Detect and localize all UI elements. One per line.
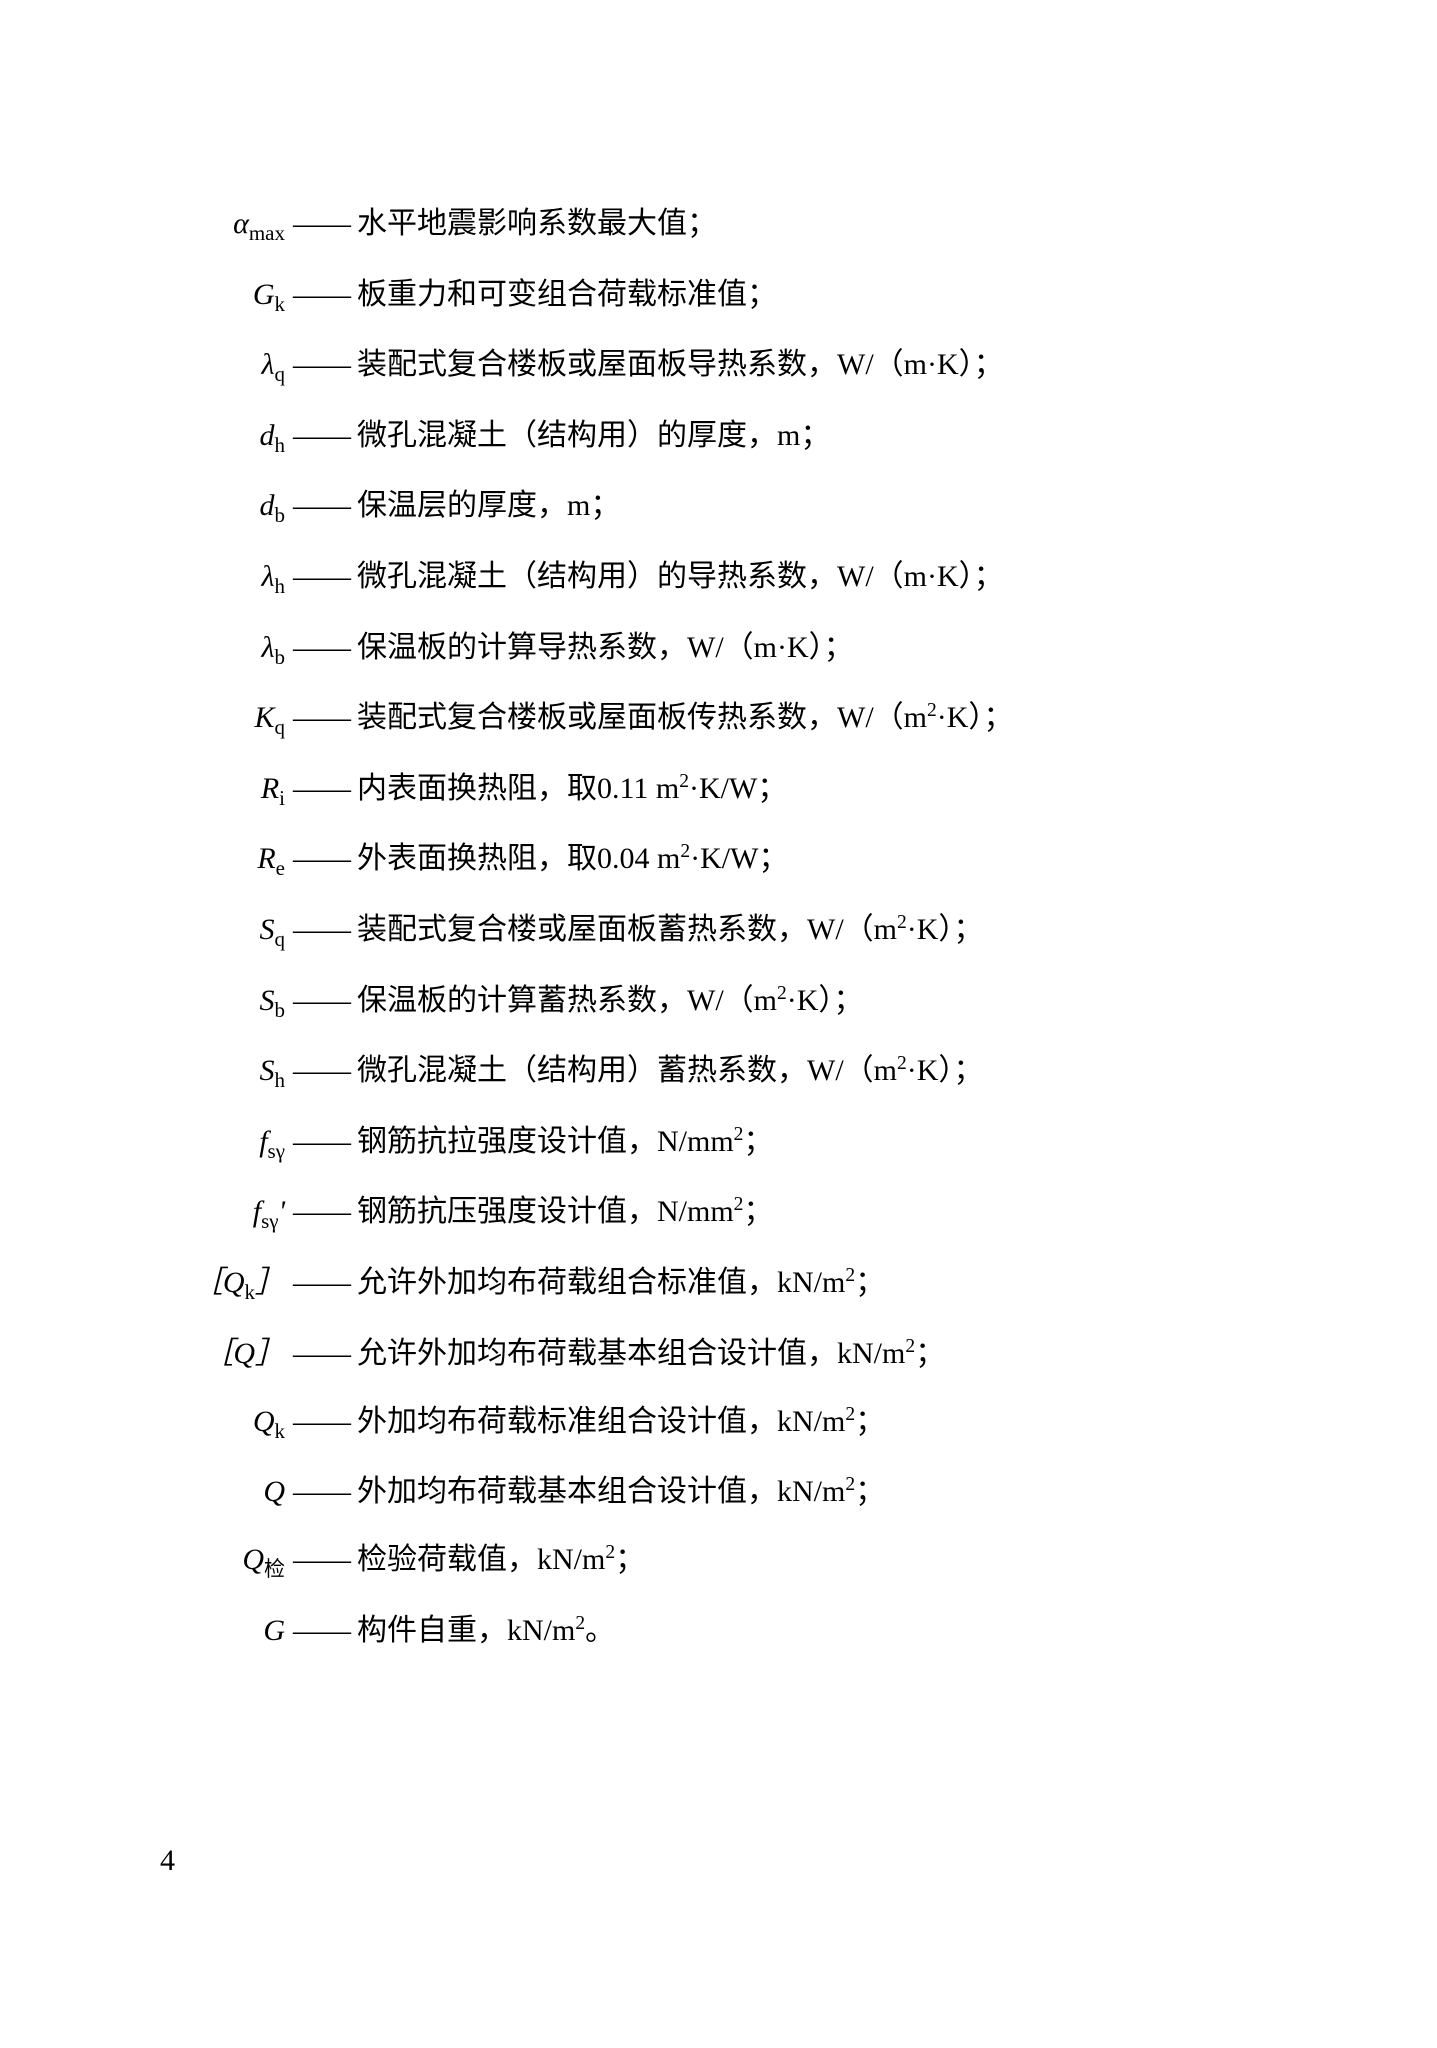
definition-dash: —— xyxy=(285,1047,357,1095)
definition-description: 允许外加均布荷载基本组合设计值，kN/m2； xyxy=(357,1330,1317,1378)
definition-row: Qk——外加均布荷载标准组合设计值，kN/m2； xyxy=(150,1398,1317,1449)
definition-symbol: fsγ xyxy=(150,1118,285,1169)
definition-dash: —— xyxy=(285,1536,357,1584)
definition-row: λh——微孔混凝土（结构用）的导热系数，W/（m·K）； xyxy=(150,553,1317,604)
definition-symbol: ［Qk］ xyxy=(150,1259,285,1310)
definition-symbol: db xyxy=(150,482,285,533)
definition-description: 允许外加均布荷载组合标准值，kN/m2； xyxy=(357,1259,1317,1307)
definition-dash: —— xyxy=(285,977,357,1025)
definition-symbol: Re xyxy=(150,835,285,886)
definition-dash: —— xyxy=(285,624,357,672)
definition-row: Kq——装配式复合楼板或屋面板传热系数，W/（m2·K）； xyxy=(150,694,1317,745)
definition-symbol: λb xyxy=(150,624,285,675)
definition-description: 构件自重，kN/m2。 xyxy=(357,1607,1317,1655)
definition-description: 保温板的计算导热系数，W/（m·K）； xyxy=(357,624,1317,672)
definition-symbol: Q检 xyxy=(150,1536,285,1587)
definition-dash: —— xyxy=(285,200,357,248)
definition-symbol: Kq xyxy=(150,694,285,745)
definition-row: Gk——板重力和可变组合荷载标准值； xyxy=(150,271,1317,322)
definition-dash: —— xyxy=(285,1188,357,1236)
definition-row: Sh——微孔混凝土（结构用）蓄热系数，W/（m2·K）； xyxy=(150,1047,1317,1098)
definition-dash: —— xyxy=(285,694,357,742)
definition-symbol: Sb xyxy=(150,977,285,1028)
definition-row: ［Q］——允许外加均布荷载基本组合设计值，kN/m2； xyxy=(150,1330,1317,1378)
definition-description: 装配式复合楼或屋面板蓄热系数，W/（m2·K）； xyxy=(357,906,1317,954)
definition-dash: —— xyxy=(285,412,357,460)
definition-dash: —— xyxy=(285,1468,357,1516)
definition-row: Sq——装配式复合楼或屋面板蓄热系数，W/（m2·K）； xyxy=(150,906,1317,957)
definition-symbol: Ri xyxy=(150,765,285,816)
definition-dash: —— xyxy=(285,835,357,883)
definition-dash: —— xyxy=(285,553,357,601)
definition-symbol: Qk xyxy=(150,1398,285,1449)
definition-row: db——保温层的厚度，m； xyxy=(150,482,1317,533)
definition-symbol: Q xyxy=(150,1468,285,1516)
definition-symbol: dh xyxy=(150,412,285,463)
definition-row: dh——微孔混凝土（结构用）的厚度，m； xyxy=(150,412,1317,463)
definition-description: 水平地震影响系数最大值； xyxy=(357,200,1317,248)
definition-description: 钢筋抗拉强度设计值，N/mm2； xyxy=(357,1118,1317,1166)
definition-symbol: Gk xyxy=(150,271,285,322)
definition-row: Re——外表面换热阻，取0.04 m2·K/W； xyxy=(150,835,1317,886)
definition-description: 外加均布荷载标准组合设计值，kN/m2； xyxy=(357,1398,1317,1446)
definition-description: 外表面换热阻，取0.04 m2·K/W； xyxy=(357,835,1317,883)
definition-row: λb——保温板的计算导热系数，W/（m·K）； xyxy=(150,624,1317,675)
definition-dash: —— xyxy=(285,341,357,389)
definition-description: 微孔混凝土（结构用）蓄热系数，W/（m2·K）； xyxy=(357,1047,1317,1095)
definition-row: Q检——检验荷载值，kN/m2； xyxy=(150,1536,1317,1587)
definition-symbol: fsγ' xyxy=(150,1188,285,1239)
definition-description: 装配式复合楼板或屋面板传热系数，W/（m2·K）； xyxy=(357,694,1317,742)
definition-symbol: λh xyxy=(150,553,285,604)
definition-dash: —— xyxy=(285,1259,357,1307)
definition-row: Ri——内表面换热阻，取0.11 m2·K/W； xyxy=(150,765,1317,816)
definition-description: 微孔混凝土（结构用）的厚度，m； xyxy=(357,412,1317,460)
definition-row: G——构件自重，kN/m2。 xyxy=(150,1607,1317,1655)
definition-row: ［Qk］——允许外加均布荷载组合标准值，kN/m2； xyxy=(150,1259,1317,1310)
definition-row: fsγ——钢筋抗拉强度设计值，N/mm2； xyxy=(150,1118,1317,1169)
definition-row: αmax——水平地震影响系数最大值； xyxy=(150,200,1317,251)
definition-description: 微孔混凝土（结构用）的导热系数，W/（m·K）； xyxy=(357,553,1317,601)
definition-dash: —— xyxy=(285,271,357,319)
definition-dash: —— xyxy=(285,1330,357,1378)
definition-symbol: Sq xyxy=(150,906,285,957)
definition-description: 保温板的计算蓄热系数，W/（m2·K）； xyxy=(357,977,1317,1025)
definition-dash: —— xyxy=(285,765,357,813)
definition-row: Sb——保温板的计算蓄热系数，W/（m2·K）； xyxy=(150,977,1317,1028)
definition-dash: —— xyxy=(285,1118,357,1166)
definition-symbol: αmax xyxy=(150,200,285,251)
definition-dash: —— xyxy=(285,1607,357,1655)
definition-description: 装配式复合楼板或屋面板导热系数，W/（m·K）； xyxy=(357,341,1317,389)
definition-row: Q——外加均布荷载基本组合设计值，kN/m2； xyxy=(150,1468,1317,1516)
definition-row: fsγ'——钢筋抗压强度设计值，N/mm2； xyxy=(150,1188,1317,1239)
definition-symbol: ［Q］ xyxy=(150,1330,285,1378)
definition-symbol: G xyxy=(150,1607,285,1655)
definition-description: 内表面换热阻，取0.11 m2·K/W； xyxy=(357,765,1317,813)
page-number: 4 xyxy=(160,1844,175,1878)
definition-dash: —— xyxy=(285,482,357,530)
definition-description: 外加均布荷载基本组合设计值，kN/m2； xyxy=(357,1468,1317,1516)
definitions-list: αmax——水平地震影响系数最大值；Gk——板重力和可变组合荷载标准值；λq——… xyxy=(150,200,1317,1655)
definition-description: 板重力和可变组合荷载标准值； xyxy=(357,271,1317,319)
definition-dash: —— xyxy=(285,1398,357,1446)
definition-description: 检验荷载值，kN/m2； xyxy=(357,1536,1317,1584)
definition-dash: —— xyxy=(285,906,357,954)
definition-row: λq——装配式复合楼板或屋面板导热系数，W/（m·K）； xyxy=(150,341,1317,392)
definition-symbol: Sh xyxy=(150,1047,285,1098)
definition-symbol: λq xyxy=(150,341,285,392)
definition-description: 钢筋抗压强度设计值，N/mm2； xyxy=(357,1188,1317,1236)
definition-description: 保温层的厚度，m； xyxy=(357,482,1317,530)
